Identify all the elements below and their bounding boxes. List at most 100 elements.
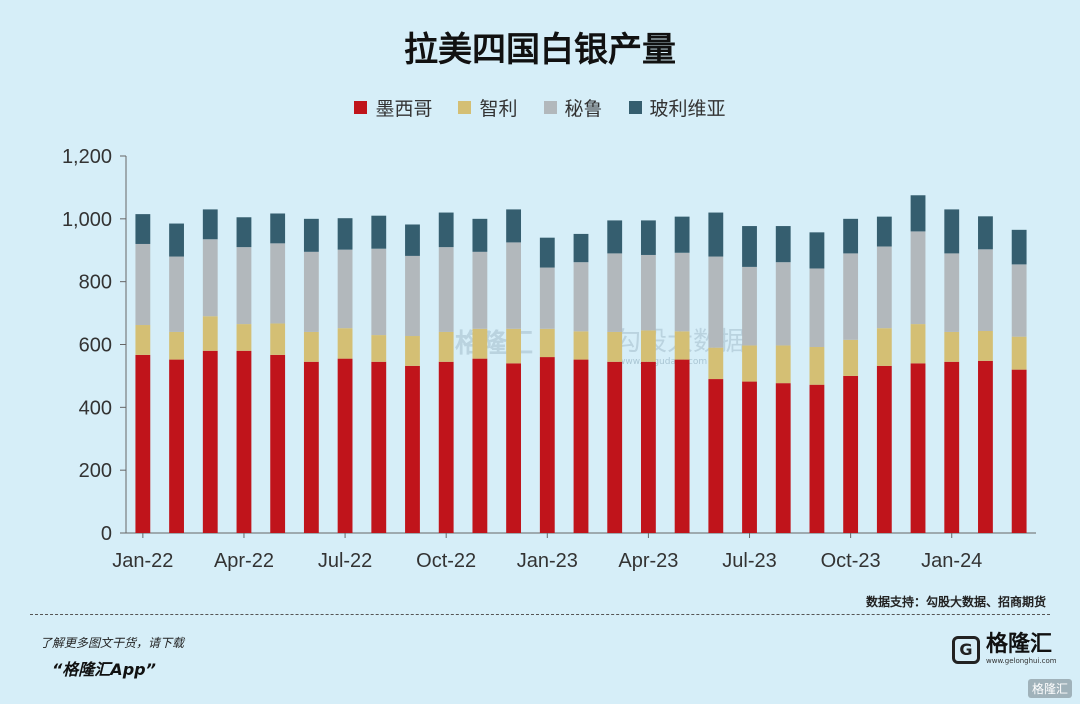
chart-legend: 墨西哥 智利 秘鲁 玻利维亚	[0, 94, 1080, 121]
y-tick-label: 400	[79, 397, 112, 419]
x-tick-label: Jan-22	[112, 550, 173, 572]
bar-segment	[438, 331, 454, 362]
bar-segment	[910, 363, 926, 533]
legend-swatch	[354, 101, 368, 114]
bar-segment	[573, 331, 589, 360]
bar-segment	[337, 328, 353, 359]
bar-segment	[978, 216, 993, 250]
bar-segment	[371, 361, 387, 533]
bar-segment	[169, 331, 184, 360]
bar-segment	[169, 223, 184, 257]
x-tick-label: Apr-22	[214, 550, 274, 572]
bar-segment	[708, 212, 724, 257]
bar-segment	[303, 218, 319, 252]
bar-segment	[607, 220, 623, 254]
bar-segment	[742, 381, 757, 533]
bar-segment	[371, 248, 387, 336]
bar-segment	[775, 226, 791, 263]
bar-segment	[438, 361, 454, 533]
bar-segment	[944, 253, 960, 332]
bar-segment	[236, 350, 252, 533]
bar-segment	[944, 209, 960, 254]
y-tick-label: 0	[101, 523, 112, 545]
g-logo-icon: G	[952, 635, 980, 664]
bar-segment	[876, 365, 892, 533]
bar-segment	[472, 218, 488, 252]
bar-segment	[202, 350, 218, 533]
x-tick-label: Jul-22	[318, 550, 372, 572]
app-name: “格隆汇App”	[52, 660, 156, 679]
bar-segment	[202, 209, 218, 240]
bar-segment	[506, 242, 522, 329]
bar-segment	[573, 262, 589, 332]
bar-segment	[135, 214, 151, 244]
bar-segment	[539, 267, 555, 329]
bar-segment	[674, 331, 690, 360]
bar-segment	[405, 224, 420, 256]
bar-segment	[539, 357, 555, 533]
bar-segment	[270, 213, 286, 244]
bar-segment	[202, 239, 218, 317]
footer-divider	[30, 614, 1050, 615]
bar-segment	[843, 218, 859, 254]
bar-segment	[674, 216, 690, 253]
brand-logo: G 格隆汇 www.gelonghui.com	[952, 634, 1057, 665]
bar-segment	[876, 246, 892, 329]
bar-segment	[303, 251, 319, 332]
bar-segment	[640, 254, 656, 331]
bar-segment	[405, 255, 420, 337]
bar-segment	[708, 379, 724, 533]
watermark-url: www.gogudata.com	[618, 357, 707, 367]
data-source: 数据支持：勾股大数据、招商期货	[865, 595, 1046, 609]
chart-title: 拉美四国白银产量	[404, 30, 676, 70]
bar-segment	[169, 359, 184, 533]
bar-segment	[1011, 336, 1027, 370]
bar-segment	[708, 347, 724, 380]
logo-name: 格隆汇	[986, 632, 1053, 657]
x-tick-label: Jan-24	[921, 550, 982, 572]
bar-segment	[978, 249, 993, 331]
bar-segment	[270, 354, 286, 533]
bar-segment	[405, 336, 420, 366]
bar-segment	[337, 218, 353, 250]
bar-segment	[472, 358, 488, 533]
bar-segment	[809, 347, 825, 385]
bar-segment	[607, 361, 623, 533]
bar-segment	[236, 217, 252, 248]
bar-segment	[640, 330, 656, 362]
bar-segment	[876, 328, 892, 366]
bar-segment	[506, 328, 522, 364]
legend-item: 智利	[458, 94, 518, 121]
bar-segment	[607, 331, 623, 362]
x-tick-label: Jul-23	[722, 550, 776, 572]
bar-segment	[910, 231, 926, 325]
bar-segment	[539, 328, 555, 358]
bar-segment	[742, 266, 757, 346]
bar-segment	[337, 358, 353, 533]
x-tick-label: Apr-23	[618, 550, 678, 572]
corner-watermark: 格隆汇	[1027, 679, 1072, 698]
bar-segment	[607, 253, 623, 332]
bar-segment	[169, 256, 184, 332]
bar-segment	[978, 360, 993, 533]
legend-item: 墨西哥	[354, 94, 432, 121]
logo-url: www.gelonghui.com	[986, 657, 1057, 665]
bar-segment	[438, 247, 454, 332]
legend-swatch	[543, 101, 557, 114]
y-tick-label: 800	[79, 272, 112, 294]
bar-segment	[472, 251, 488, 329]
bar-segment	[236, 247, 252, 325]
bar-segment	[708, 256, 724, 348]
bar-segment	[573, 359, 589, 533]
bar-segment	[674, 252, 690, 332]
bar-segment	[371, 215, 387, 249]
bar-segment	[843, 375, 859, 533]
y-tick-label: 600	[79, 335, 112, 357]
stacked-bar-chart: 02004006008001,0001,200格隆汇勾股大数据www.gogud…	[62, 146, 1036, 572]
y-tick-label: 1,200	[62, 146, 112, 168]
x-tick-label: Jan-23	[517, 550, 578, 572]
bar-segment	[809, 232, 825, 269]
bar-segment	[843, 253, 859, 340]
y-tick-label: 200	[79, 460, 112, 482]
bar-segment	[775, 345, 791, 384]
